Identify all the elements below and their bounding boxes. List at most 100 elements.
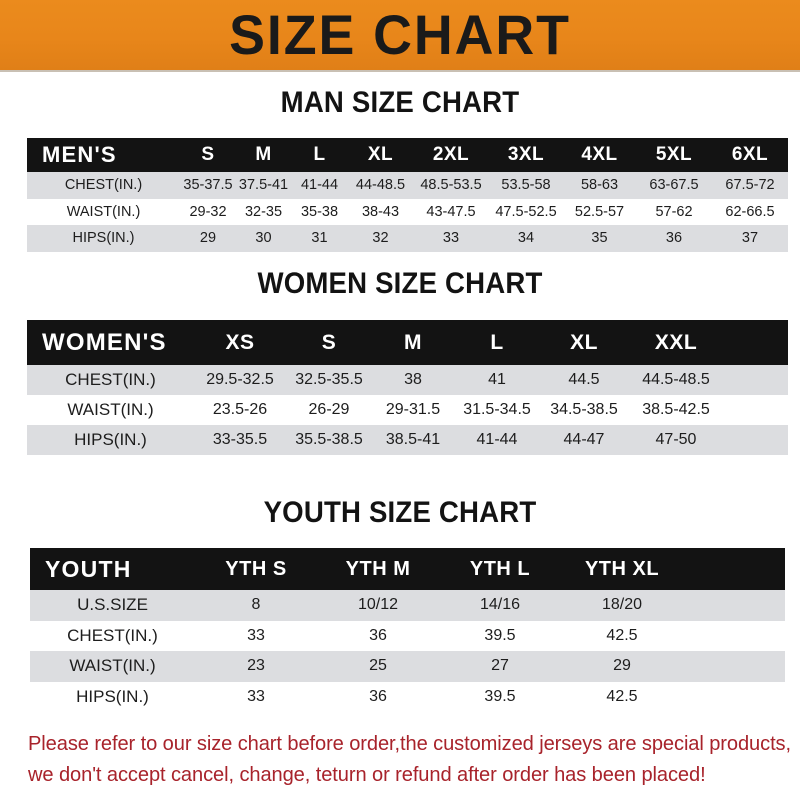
youth-header-spacer (683, 548, 785, 590)
men-hips-5xl: 36 (665, 230, 683, 247)
section-title-men: MAN SIZE CHART (280, 86, 520, 119)
men-chest-5xl: 63-67.5 (649, 177, 699, 194)
men-header-xl: XL (367, 144, 394, 165)
youth-hips-spacer (683, 682, 785, 713)
table-row: CHEST(IN.) 29.5-32.5 32.5-35.5 38 41 44.… (27, 365, 788, 395)
men-header-label: MEN'S (42, 142, 117, 167)
footer-note-line-2: we don't accept cancel, change, teturn o… (28, 763, 706, 786)
women-header-label: WOMEN'S (42, 328, 167, 356)
men-chest-3xl: 53.5-58 (501, 177, 551, 194)
women-table-body: CHEST(IN.) 29.5-32.5 32.5-35.5 38 41 44.… (27, 365, 788, 455)
men-hips-xl: 32 (372, 230, 389, 247)
youth-hips-l: 39.5 (484, 687, 516, 705)
men-hips-4xl: 35 (591, 230, 608, 247)
women-row-label-hips: HIPS(IN.) (74, 430, 147, 449)
youth-row-label-waist: WAIST(IN.) (69, 656, 156, 676)
women-chest-xxl: 44.5-48.5 (642, 371, 710, 388)
men-row-label-chest: CHEST(IN.) (64, 177, 143, 194)
youth-header-yth-xl: YTH XL (584, 557, 660, 580)
women-header-xl: XL (570, 330, 598, 354)
youth-ussize-spacer (683, 590, 785, 621)
youth-hips-s: 33 (247, 687, 265, 705)
youth-ussize-l: 14/16 (479, 596, 521, 614)
table-row: CHEST(IN.) 35-37.5 37.5-41 41-44 44-48.5… (27, 172, 788, 199)
youth-row-label-ussize: U.S.SIZE (77, 595, 148, 615)
men-waist-xl: 38-43 (361, 203, 400, 220)
youth-table-head: YOUTH YTH S YTH M YTH L YTH XL (30, 548, 785, 590)
women-hips-xs: 33-35.5 (212, 431, 268, 448)
youth-chest-spacer (683, 621, 785, 652)
women-hips-m: 38.5-41 (385, 431, 441, 448)
banner: SIZE CHART (0, 0, 800, 72)
youth-waist-spacer (683, 651, 785, 682)
men-hips-6xl: 37 (741, 230, 759, 247)
youth-waist-s: 23 (247, 657, 265, 675)
women-hips-spacer (724, 425, 788, 455)
men-hips-s: 29 (199, 230, 217, 247)
women-waist-xs: 23.5-26 (212, 401, 268, 418)
women-hips-xl: 44-47 (563, 431, 605, 448)
youth-header-label: YOUTH (45, 555, 132, 582)
youth-row-label-hips: HIPS(IN.) (76, 686, 149, 706)
women-hips-xxl: 47-50 (655, 431, 697, 448)
men-waist-4xl: 52.5-57 (574, 203, 625, 220)
men-chest-xl: 44-48.5 (355, 177, 406, 194)
banner-title: SIZE CHART (229, 3, 571, 66)
youth-chest-m: 36 (369, 626, 387, 644)
men-header-4xl: 4XL (581, 144, 618, 165)
men-header-s: S (201, 144, 215, 165)
men-chest-2xl: 48.5-53.5 (420, 177, 482, 194)
men-chest-4xl: 58-63 (580, 177, 619, 194)
women-row-label-waist: WAIST(IN.) (67, 400, 154, 419)
women-hips-s: 35.5-38.5 (295, 431, 363, 448)
men-table-body: CHEST(IN.) 35-37.5 37.5-41 41-44 44-48.5… (27, 172, 788, 252)
table-row: HIPS(IN.) 33 36 39.5 42.5 (30, 681, 785, 713)
youth-chest-l: 39.5 (484, 626, 516, 644)
youth-ussize-s: 8 (251, 596, 261, 614)
youth-row-label-chest: CHEST(IN.) (67, 625, 158, 645)
women-header-s: S (321, 330, 337, 354)
footer-note: Please refer to our size chart before or… (28, 728, 791, 790)
women-waist-s: 26-29 (308, 401, 350, 418)
women-waist-xl: 34.5-38.5 (550, 401, 618, 418)
table-row: HIPS(IN.) 29 30 31 32 33 34 35 36 37 (27, 225, 788, 252)
women-size-table: WOMEN'S XS S M L XL XXL CHEST(IN.) 29.5-… (27, 320, 788, 455)
men-waist-2xl: 43-47.5 (426, 203, 476, 220)
table-row: WAIST(IN.) 29-32 32-35 35-38 38-43 43-47… (27, 198, 788, 225)
table-header-row: YOUTH YTH S YTH M YTH L YTH XL (30, 548, 785, 590)
men-row-label-hips: HIPS(IN.) (72, 230, 135, 247)
youth-header-yth-m: YTH M (345, 557, 411, 580)
youth-header-yth-l: YTH L (469, 557, 531, 580)
footer-note-line-1: Please refer to our size chart before or… (28, 732, 791, 755)
women-chest-m: 38 (404, 371, 422, 388)
women-waist-m: 29-31.5 (385, 401, 441, 418)
men-waist-6xl: 62-66.5 (725, 203, 775, 220)
women-waist-l: 31.5-34.5 (463, 401, 531, 418)
men-header-m: M (255, 144, 272, 165)
women-chest-xs: 29.5-32.5 (206, 371, 274, 388)
men-waist-3xl: 47.5-52.5 (495, 203, 557, 220)
men-chest-s: 35-37.5 (183, 177, 233, 194)
men-waist-5xl: 57-62 (655, 203, 693, 220)
men-table-head: MEN'S S M L XL 2XL 3XL 4XL 5XL 6XL (27, 138, 788, 172)
section-title-women: WOMEN SIZE CHART (257, 267, 543, 300)
youth-ussize-xl: 18/20 (601, 596, 643, 614)
women-row-label-chest: CHEST(IN.) (65, 370, 156, 389)
youth-waist-xl: 29 (613, 657, 631, 675)
youth-table-body: U.S.SIZE 8 10/12 14/16 18/20 CHEST(IN.) … (30, 590, 785, 712)
table-row: HIPS(IN.) 33-35.5 35.5-38.5 38.5-41 41-4… (27, 425, 788, 455)
men-header-2xl: 2XL (432, 144, 470, 165)
youth-size-table: YOUTH YTH S YTH M YTH L YTH XL U.S.SIZE … (30, 548, 785, 712)
women-header-xxl: XXL (654, 330, 698, 354)
men-hips-l: 31 (311, 230, 328, 247)
men-waist-s: 29-32 (189, 203, 227, 220)
men-header-6xl: 6XL (731, 144, 769, 165)
men-header-l: L (313, 144, 326, 165)
youth-ussize-m: 10/12 (357, 596, 399, 614)
youth-hips-m: 36 (369, 687, 387, 705)
men-chest-l: 41-44 (300, 177, 339, 194)
women-chest-spacer (724, 365, 788, 395)
table-header-row: MEN'S S M L XL 2XL 3XL 4XL 5XL 6XL (27, 138, 788, 172)
youth-hips-xl: 42.5 (606, 687, 638, 705)
section-title-youth: YOUTH SIZE CHART (263, 496, 537, 529)
